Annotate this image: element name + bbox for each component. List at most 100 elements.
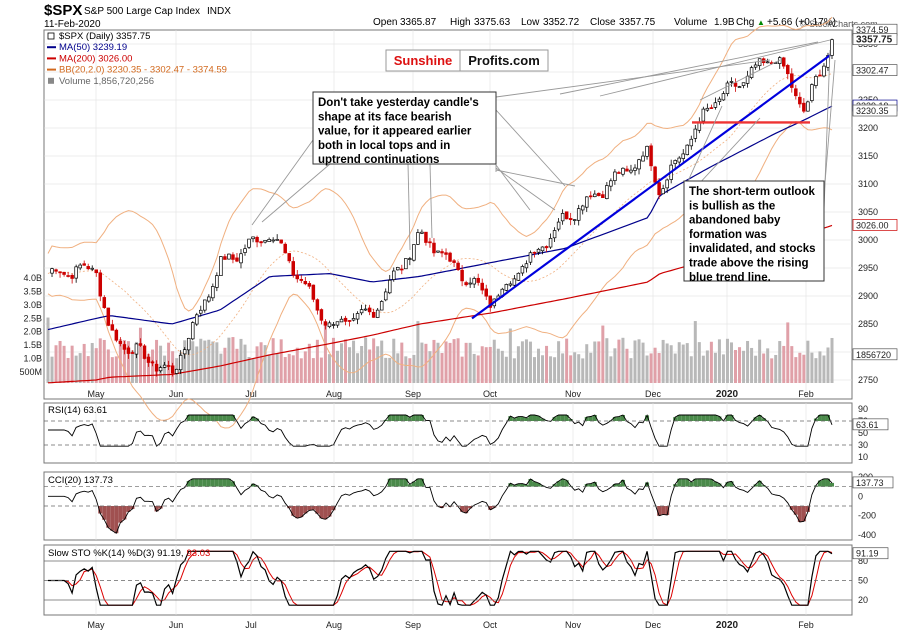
price-tick-label: 2750 [858,375,878,385]
legend-swatch [48,77,54,84]
volume-bar [488,346,492,383]
volume-bar [339,343,343,383]
candle-body [705,107,710,111]
candle-body [420,231,424,234]
candle-body [661,188,665,195]
candle-body [387,279,392,294]
volume-bar [247,356,251,383]
candle-body [512,278,517,286]
candle-body [436,250,440,253]
annotation-note-2: The short-term outlook is bullish as the a… [683,180,825,284]
candle-body [448,252,452,262]
candle-body [211,286,215,299]
candle-body [721,93,726,101]
volume-bar [460,356,464,383]
candle-body [182,349,187,355]
candle-body [786,65,790,75]
candle-body [307,283,312,287]
candle-body [548,237,553,248]
volume-tick-label: 1.5B [23,340,42,350]
candle-body [303,281,308,285]
volume-bar [738,347,742,383]
candle-body [58,271,62,274]
volume-bar [82,343,86,383]
candle-body [488,295,493,308]
candle-body [94,269,98,274]
month-label: Jul [245,389,257,399]
candle-body [367,307,372,313]
candle-body [617,172,621,174]
volume-tick-label: 3.5B [23,286,42,296]
candle-body [544,246,549,249]
candle-body [717,98,722,102]
candle-body [685,144,690,155]
price-tag: 3357.75 [856,35,893,46]
volume-bar [114,356,118,383]
rsi-line [48,414,833,447]
price-axis: 3350330032503200315031003050300029502900… [858,39,878,385]
volume-bar [287,353,291,383]
volume-bar [211,341,215,383]
chg-value: +5.66 (+0.17%) [767,17,836,28]
candle-body [62,271,66,275]
volume-bar [235,348,239,383]
candle-body [613,171,617,181]
candle-body [601,194,605,199]
volume-bar [243,344,247,383]
price-tick-label: 2850 [858,319,878,329]
candle-body [259,241,263,244]
candle-body [745,75,750,84]
candle-body [283,243,287,254]
volume-bar [645,355,649,383]
volume-bar [774,354,778,383]
volume-bar [468,342,472,383]
candle-body [693,128,698,139]
candle-body [444,252,448,255]
volume-bar [420,342,424,383]
cci-tick-label: 0 [858,491,863,501]
volume-bar [335,350,339,383]
volume-bar [826,347,830,383]
candle-body [621,167,625,175]
volume-bar [705,350,709,383]
blue-trend-line [471,54,831,320]
volume-bar [689,356,693,383]
high-label: High [450,17,471,28]
volume-bar [199,338,203,383]
volume-bar [428,351,432,383]
candle-body [323,321,328,326]
volume-bar [500,350,504,383]
price-tick-label: 2900 [858,291,878,301]
volume-bar [344,339,348,383]
candle-body [351,318,356,321]
candle-body [556,221,561,230]
volume-bar [259,342,263,383]
candle-body [158,367,163,372]
sto-axis: 80 50 20 91.19 [44,547,889,605]
annotation-note-1: Don't take yesterday candle's shape at it… [312,91,497,166]
candle-body [255,236,259,243]
high-value: 3375.63 [474,17,511,28]
candle-body [319,309,324,321]
candle-body [480,282,484,291]
legend-swatch [47,32,55,40]
cci-tick-label: -400 [858,530,876,540]
candle-body [50,268,54,274]
volume-bar [452,339,456,383]
volume-bar [569,355,573,383]
candle-body [363,308,368,311]
candle-body [633,167,637,171]
volume-bar [496,348,500,383]
logo-text-sunshine: Sunshine [394,53,453,68]
candle-body [315,299,320,311]
volume-bar [456,338,460,383]
candle-body [528,252,533,263]
candle-body [239,253,243,264]
candle-body [408,258,412,260]
month-label: Nov [565,620,582,630]
volume-bar [713,352,717,383]
month-label: May [87,620,105,630]
candle-body [142,345,147,359]
volume-bar [625,348,629,383]
volume-bar [299,358,303,383]
